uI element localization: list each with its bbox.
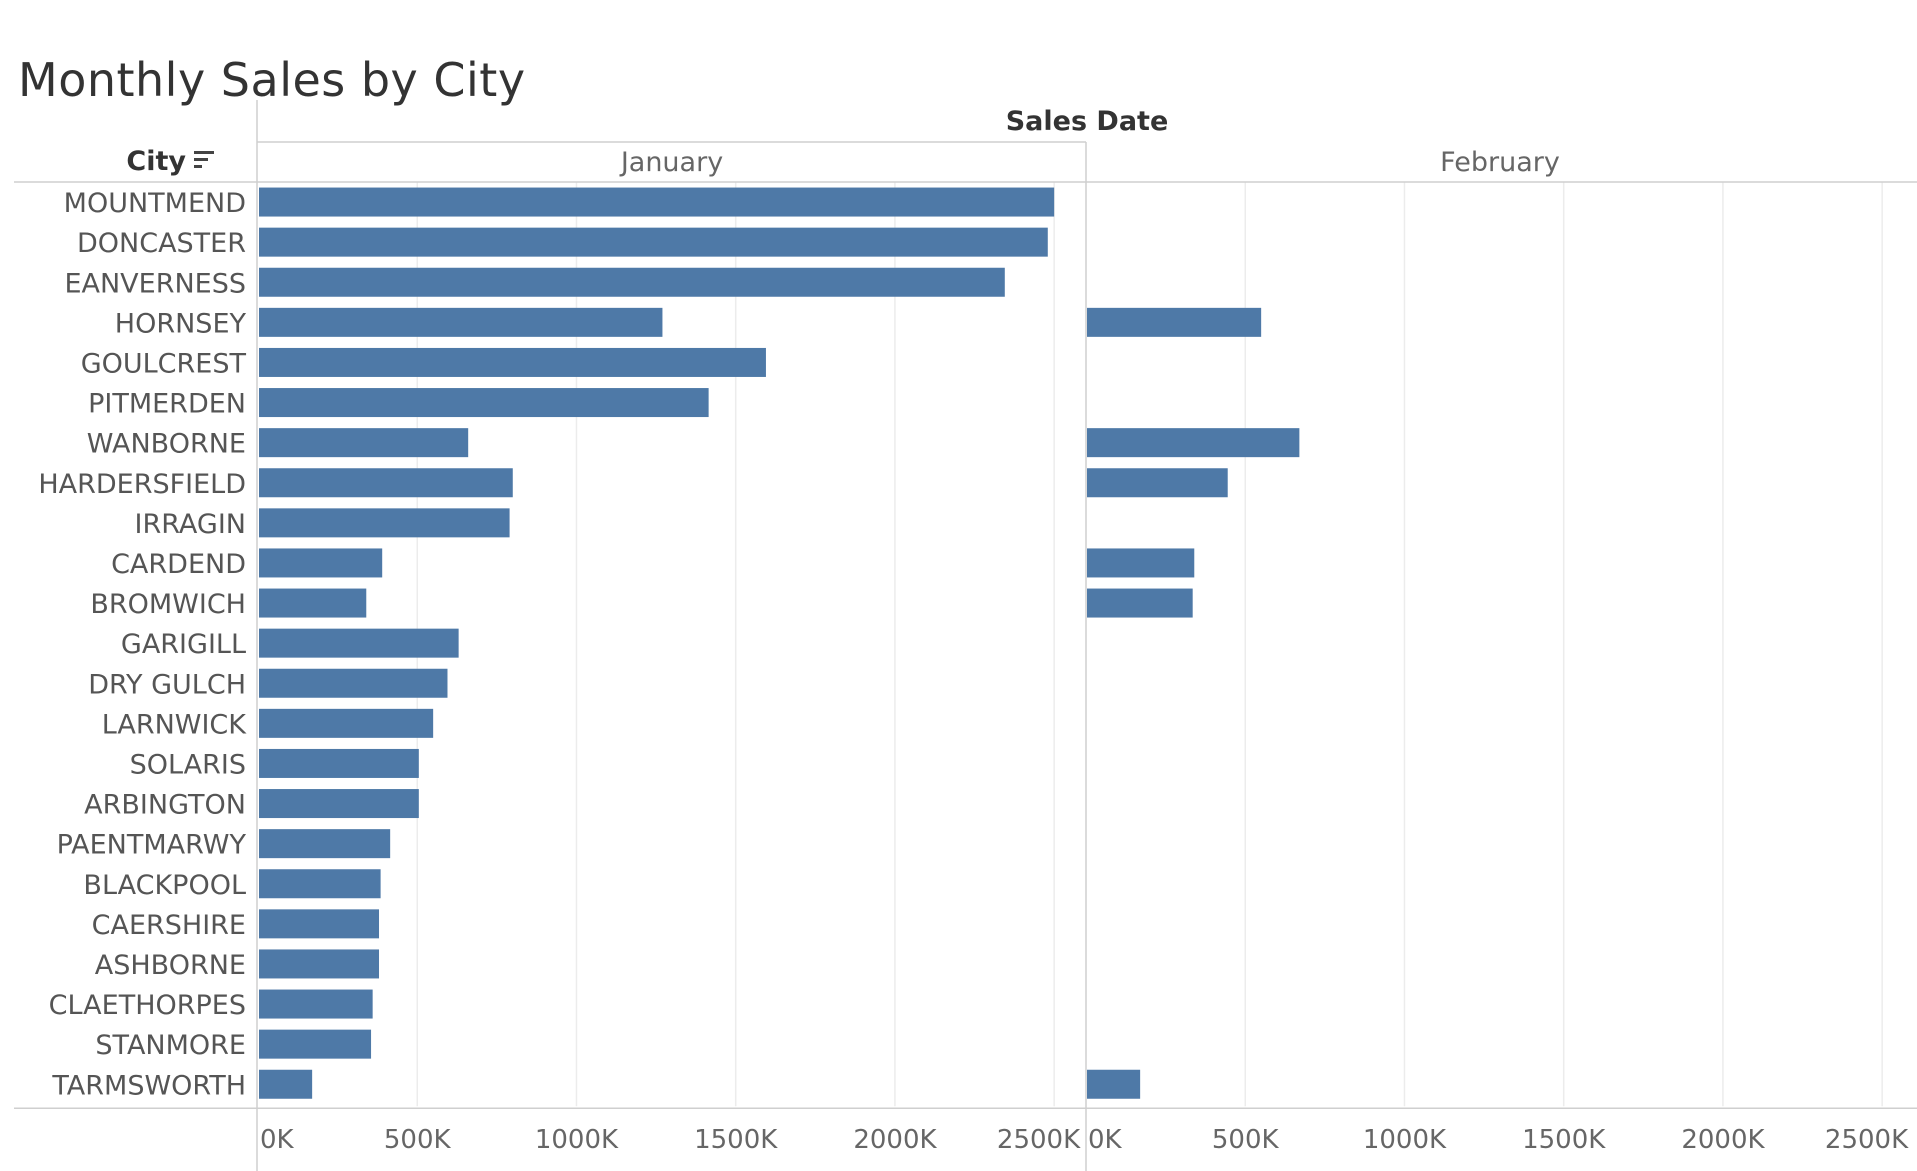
bar-february-bromwich[interactable] bbox=[1087, 588, 1193, 618]
grid-lines bbox=[416, 182, 1883, 1107]
bar-january-larnwick[interactable] bbox=[259, 708, 434, 738]
x-axis-ticks: 0K 500K 1000K 1500K 2000K 2500K 0K 500K 1000K 150… bbox=[260, 1125, 1909, 1155]
month-header-january: January bbox=[619, 147, 723, 178]
row-header-city: City bbox=[126, 146, 186, 177]
bar-january-blackpool[interactable] bbox=[259, 869, 381, 899]
bar-january-pitmerden[interactable] bbox=[259, 388, 709, 418]
city-label-mountmend: MOUNTMEND bbox=[64, 188, 246, 219]
column-headers: Sales Date City bbox=[126, 106, 1168, 177]
x-tick-label-january-1000k: 1000K bbox=[535, 1125, 619, 1155]
city-label-doncaster: DONCASTER bbox=[77, 228, 246, 259]
column-header-sales-date: Sales Date bbox=[1006, 106, 1169, 137]
chart-title: Monthly Sales by City bbox=[18, 52, 526, 107]
city-label-dry-gulch: DRY GULCH bbox=[88, 669, 246, 700]
bar-january-cardend[interactable] bbox=[259, 548, 383, 578]
city-labels: MOUNTMEND DONCASTER EANVERNESS HORNSEY GOULC… bbox=[38, 188, 247, 1101]
bar-january-paentmarwy[interactable] bbox=[259, 829, 391, 859]
bar-january-ashborne[interactable] bbox=[259, 949, 380, 979]
city-label-pitmerden: PITMERDEN bbox=[88, 389, 246, 420]
bars bbox=[259, 187, 1300, 1099]
bar-january-arbington[interactable] bbox=[259, 789, 419, 819]
bar-january-mountmend[interactable] bbox=[259, 187, 1055, 217]
city-label-arbington: ARBINGTON bbox=[84, 790, 246, 821]
x-tick-label-february-2500k: 2500K bbox=[1825, 1125, 1909, 1155]
bar-january-claethorpes[interactable] bbox=[259, 989, 373, 1019]
city-label-solaris: SOLARIS bbox=[130, 749, 246, 780]
x-tick-label-january-500k: 500K bbox=[384, 1125, 452, 1155]
city-label-paentmarwy: PAENTMARWY bbox=[57, 830, 247, 861]
bar-january-goulcrest[interactable] bbox=[259, 347, 766, 377]
bar-february-wanborne[interactable] bbox=[1087, 428, 1300, 458]
bar-february-cardend[interactable] bbox=[1087, 548, 1195, 578]
bar-january-wanborne[interactable] bbox=[259, 428, 469, 458]
bar-january-irragin[interactable] bbox=[259, 508, 510, 538]
chart-frame bbox=[14, 100, 1917, 1171]
bar-january-eanverness[interactable] bbox=[259, 267, 1005, 297]
x-tick-label-february-500k: 500K bbox=[1212, 1125, 1280, 1155]
city-label-ashborne: ASHBORNE bbox=[95, 950, 246, 981]
bar-january-caershire[interactable] bbox=[259, 909, 380, 939]
city-label-claethorpes: CLAETHORPES bbox=[49, 990, 246, 1021]
city-label-garigill: GARIGILL bbox=[121, 629, 246, 660]
month-headers: January February bbox=[619, 147, 1560, 178]
bar-february-tarmsworth[interactable] bbox=[1087, 1069, 1141, 1099]
bar-january-doncaster[interactable] bbox=[259, 227, 1048, 257]
city-label-caershire: CAERSHIRE bbox=[92, 910, 246, 941]
city-label-cardend: CARDEND bbox=[111, 549, 246, 580]
x-tick-label-january-2000k: 2000K bbox=[853, 1125, 937, 1155]
bar-february-hornsey[interactable] bbox=[1087, 307, 1262, 337]
bar-january-solaris[interactable] bbox=[259, 748, 419, 778]
bar-february-hardersfield[interactable] bbox=[1087, 468, 1228, 498]
city-label-stanmore: STANMORE bbox=[95, 1030, 246, 1061]
x-tick-label-january-2500k: 2500K bbox=[997, 1125, 1081, 1155]
bar-january-garigill[interactable] bbox=[259, 628, 459, 658]
x-tick-label-february-1000k: 1000K bbox=[1363, 1125, 1447, 1155]
bar-january-bromwich[interactable] bbox=[259, 588, 367, 618]
bar-january-stanmore[interactable] bbox=[259, 1029, 372, 1059]
sort-descending-icon[interactable] bbox=[194, 151, 214, 168]
city-label-goulcrest: GOULCREST bbox=[81, 348, 247, 379]
city-label-blackpool: BLACKPOOL bbox=[83, 870, 246, 901]
x-tick-label-february-1500k: 1500K bbox=[1522, 1125, 1606, 1155]
x-tick-label-february-2000k: 2000K bbox=[1681, 1125, 1765, 1155]
city-label-irragin: IRRAGIN bbox=[135, 509, 246, 540]
x-tick-label-january-0k: 0K bbox=[260, 1125, 295, 1155]
bar-january-hornsey[interactable] bbox=[259, 307, 663, 337]
city-label-eanverness: EANVERNESS bbox=[64, 268, 246, 299]
city-label-tarmsworth: TARMSWORTH bbox=[51, 1070, 246, 1101]
bar-january-tarmsworth[interactable] bbox=[259, 1069, 313, 1099]
x-tick-label-february-0k: 0K bbox=[1088, 1125, 1123, 1155]
city-label-bromwich: BROMWICH bbox=[90, 589, 246, 620]
bar-january-dry-gulch[interactable] bbox=[259, 668, 448, 698]
city-label-hardersfield: HARDERSFIELD bbox=[38, 469, 246, 500]
city-label-wanborne: WANBORNE bbox=[87, 429, 246, 460]
city-label-larnwick: LARNWICK bbox=[102, 709, 248, 740]
x-tick-label-january-1500k: 1500K bbox=[694, 1125, 778, 1155]
month-header-february: February bbox=[1440, 147, 1560, 178]
city-label-hornsey: HORNSEY bbox=[115, 308, 247, 339]
bar-january-hardersfield[interactable] bbox=[259, 468, 513, 498]
